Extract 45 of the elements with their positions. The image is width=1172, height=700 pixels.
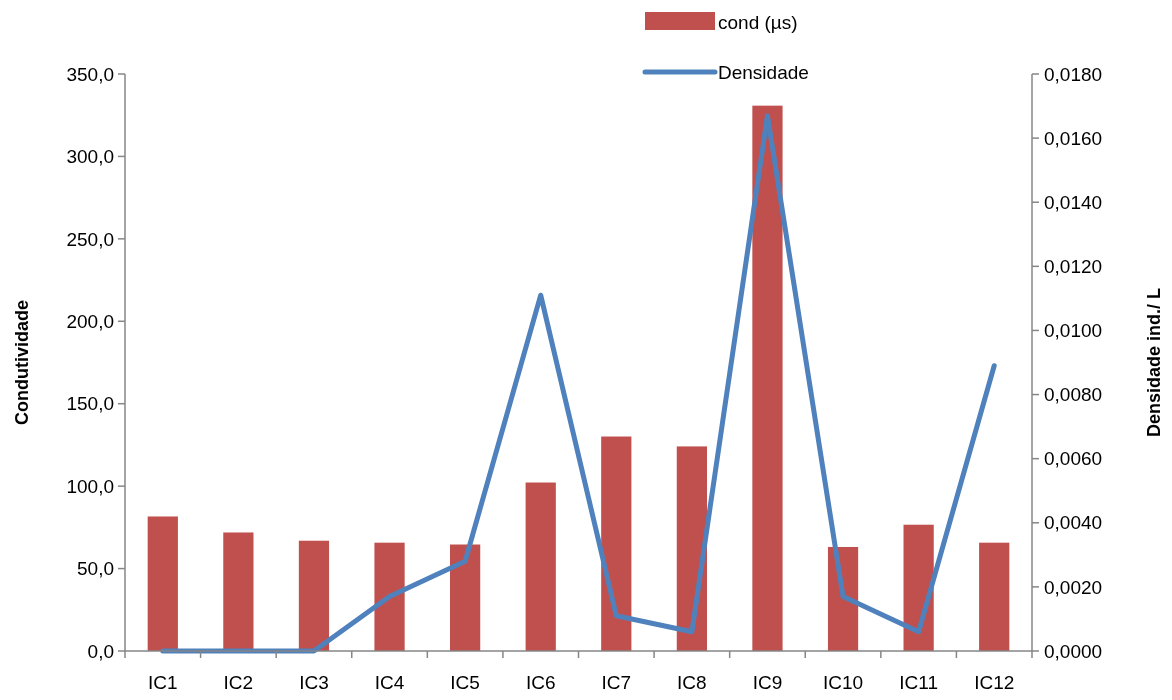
x-tick-label: IC10	[822, 672, 864, 693]
bar	[752, 105, 783, 651]
y2-tick-label: 0,0080	[1044, 384, 1103, 406]
y2-axis-title: Densidade ind./ L	[1144, 287, 1164, 438]
x-tick-label: IC1	[148, 672, 178, 693]
y-tick-label: 300,0	[66, 146, 114, 168]
y2-tick-label: 0,0160	[1044, 127, 1103, 149]
bar	[450, 544, 481, 651]
x-tick-label: IC7	[601, 672, 632, 693]
y-tick-label: 250,0	[66, 228, 114, 250]
bar	[374, 542, 405, 651]
x-tick-label: IC12	[974, 672, 1015, 693]
bar	[298, 540, 330, 651]
x-tick-label: IC3	[299, 672, 329, 693]
legend-label: cond (µs)	[718, 12, 798, 33]
y-tick-label: 100,0	[66, 475, 114, 497]
y-tick-label: 350,0	[66, 63, 114, 85]
bar	[223, 532, 254, 651]
legend-entry: Densidade	[642, 62, 809, 83]
y2-tick-label: 0,0060	[1044, 448, 1103, 470]
x-tick-label: IC5	[450, 672, 480, 693]
y-axis-title: Condutividade	[12, 300, 32, 425]
x-tick-label: IC8	[677, 672, 707, 693]
bar	[601, 436, 632, 651]
y2-tick-label: 0,0000	[1044, 640, 1103, 662]
y-tick-label: 0,0	[87, 640, 114, 662]
y2-tick-label: 0,0020	[1044, 576, 1103, 598]
bar	[525, 482, 556, 651]
y2-tick-label: 0,0040	[1044, 512, 1103, 534]
legend-label: Densidade	[718, 62, 809, 83]
y-tick-label: 200,0	[66, 310, 114, 332]
bar	[979, 542, 1010, 651]
x-tick-label: IC6	[525, 672, 556, 693]
y2-tick-label: 0,0180	[1044, 63, 1103, 85]
y2-tick-label: 0,0100	[1044, 320, 1103, 342]
x-tick-label: IC9	[752, 672, 783, 693]
x-tick-label: IC4	[374, 672, 405, 693]
x-tick-label: IC2	[223, 672, 254, 693]
x-tick-label: IC11	[899, 672, 938, 693]
bar	[147, 516, 178, 651]
y2-tick-label: 0,0120	[1044, 255, 1103, 277]
legend-entry: cond (µs)	[645, 12, 798, 33]
y-tick-label: 50,0	[77, 558, 114, 580]
y-tick-label: 150,0	[66, 393, 114, 415]
y2-tick-label: 0,0140	[1044, 191, 1103, 213]
